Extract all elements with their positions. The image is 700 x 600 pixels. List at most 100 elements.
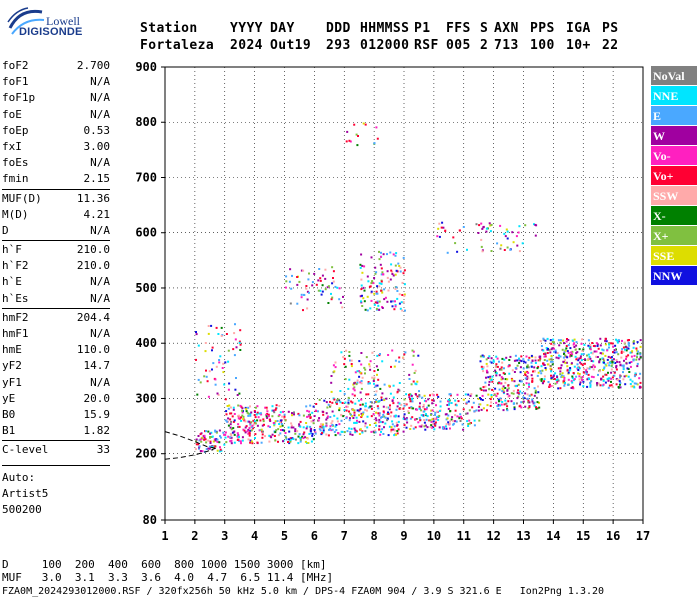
- echo-point: [227, 360, 230, 363]
- param-value: N/A: [90, 223, 110, 237]
- echo-point: [577, 372, 579, 375]
- echo-point: [613, 361, 615, 364]
- echo-point: [542, 349, 545, 352]
- y-tick-label: 300: [135, 391, 157, 405]
- echo-point: [583, 367, 585, 370]
- echo-point: [239, 329, 242, 332]
- echo-point: [525, 382, 528, 385]
- echo-point: [480, 245, 483, 248]
- echo-point: [591, 352, 594, 355]
- echo-point: [480, 222, 483, 225]
- echo-point: [614, 344, 617, 347]
- echo-point: [214, 429, 217, 432]
- echo-point: [380, 273, 383, 276]
- echo-point: [294, 432, 297, 435]
- echo-point: [299, 436, 302, 439]
- echo-point: [467, 393, 470, 396]
- echo-point: [494, 366, 497, 369]
- echo-point: [372, 413, 375, 415]
- echo-point: [490, 250, 493, 252]
- echo-point: [503, 249, 506, 251]
- header-value-3: 293: [326, 38, 351, 53]
- echo-point: [569, 347, 572, 350]
- echo-point: [381, 416, 384, 418]
- echo-point: [218, 450, 221, 453]
- echo-point: [603, 366, 606, 369]
- echo-point: [241, 407, 244, 410]
- echo-point: [195, 443, 198, 446]
- x-tick-label: 1: [161, 529, 168, 543]
- echo-point: [391, 300, 394, 303]
- echo-point: [379, 420, 382, 423]
- echo-point: [344, 401, 347, 404]
- echo-point: [239, 349, 242, 351]
- echo-point: [249, 429, 252, 432]
- echo-point: [203, 434, 206, 437]
- x-tick-label: 5: [281, 529, 288, 543]
- parameter-panel: foF2 2.700 foF1 N/A foF1p N/A foE N/A foEp 0.53 fx…: [2, 58, 110, 518]
- echo-point: [480, 408, 483, 411]
- echo-point: [403, 424, 406, 427]
- echo-point: [473, 410, 476, 413]
- echo-point: [488, 380, 491, 383]
- echo-point: [351, 408, 354, 411]
- echo-point: [525, 378, 528, 381]
- echo-point: [375, 424, 378, 427]
- echo-point: [378, 300, 381, 303]
- echo-point: [473, 424, 476, 427]
- echo-point: [334, 425, 337, 428]
- echo-point: [241, 409, 244, 412]
- echo-point: [499, 404, 502, 407]
- echo-point: [403, 353, 406, 356]
- echo-point: [336, 417, 339, 420]
- echo-point: [334, 285, 337, 288]
- echo-point: [486, 371, 489, 374]
- echo-point: [565, 345, 568, 347]
- echo-point: [198, 447, 200, 450]
- echo-point: [604, 337, 607, 340]
- echo-point: [421, 396, 424, 399]
- echo-point: [359, 428, 362, 431]
- echo-point: [247, 432, 250, 435]
- echo-point: [501, 401, 504, 403]
- echo-point: [425, 408, 428, 411]
- echo-point: [526, 393, 529, 396]
- echo-point: [625, 349, 628, 352]
- param-row: h`F2 210.0: [2, 258, 110, 274]
- echo-point: [280, 429, 282, 431]
- echo-point: [249, 414, 252, 417]
- echo-point: [366, 409, 368, 412]
- echo-point: [331, 296, 334, 299]
- param-value: 33: [96, 443, 110, 457]
- echo-point: [289, 440, 292, 443]
- echo-point: [479, 360, 482, 363]
- echo-point: [447, 398, 450, 401]
- echo-point: [339, 401, 342, 404]
- echo-point: [285, 436, 288, 439]
- echo-point: [338, 423, 341, 426]
- echo-point: [234, 323, 236, 326]
- echo-point: [305, 422, 308, 424]
- echo-point: [531, 398, 534, 401]
- echo-point: [559, 355, 562, 358]
- echo-point: [237, 426, 239, 428]
- echo-point: [436, 235, 439, 238]
- echo-point: [351, 401, 354, 404]
- echo-point: [513, 384, 516, 387]
- echo-point: [531, 380, 534, 382]
- echo-point: [311, 411, 314, 414]
- echo-point: [452, 423, 455, 426]
- echo-point: [489, 404, 492, 407]
- x-tick-label: 3: [221, 529, 228, 543]
- echo-point: [592, 368, 595, 371]
- echo-point: [373, 376, 376, 379]
- echo-point: [603, 361, 605, 364]
- param-name: B1: [2, 424, 16, 438]
- y-tick-label: 500: [135, 281, 157, 295]
- echo-point: [374, 301, 377, 304]
- header-label-5: P1: [414, 21, 431, 36]
- echo-point: [267, 425, 270, 428]
- echo-point: [488, 355, 491, 358]
- echo-point: [549, 351, 552, 354]
- echo-point: [525, 366, 528, 369]
